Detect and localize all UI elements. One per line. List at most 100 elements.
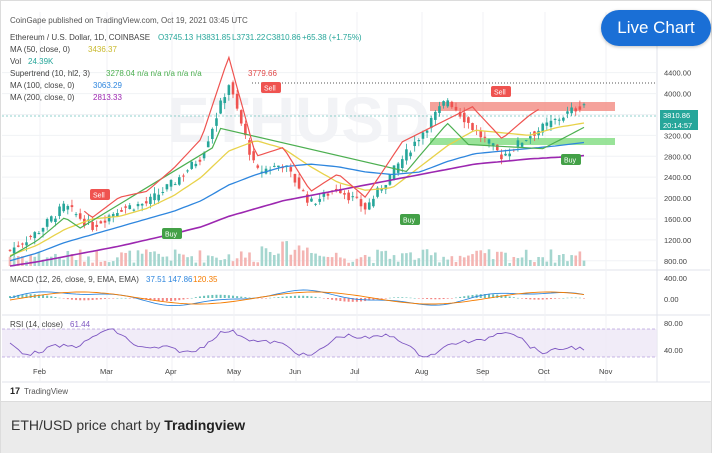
ohlc-open: O3745.13 (158, 33, 194, 42)
volume-bar (66, 250, 70, 266)
candle-body (107, 215, 111, 222)
y-tick-label: 1200.00 (664, 236, 691, 245)
macd-histogram-bar (343, 298, 346, 302)
x-tick-label: Jul (350, 367, 360, 376)
macd-histogram-bar (70, 298, 73, 300)
macd-histogram-bar (549, 298, 552, 300)
candle-body (33, 232, 37, 239)
macd-histogram-bar (479, 294, 482, 298)
ma100-line (9, 141, 585, 262)
candle-body (429, 117, 433, 129)
svg-text:Buy: Buy (165, 232, 178, 239)
image-caption: ETH/USD price chart by Tradingview (11, 417, 246, 433)
volume-bar (351, 261, 355, 266)
candle-body (495, 144, 499, 151)
candle-body (252, 151, 255, 161)
candle-body (574, 108, 578, 112)
volume-bar (49, 256, 53, 266)
svg-text:Buy: Buy (564, 158, 577, 165)
macd-histogram-bar (112, 298, 115, 299)
candle-body (421, 132, 425, 139)
volume-bar (198, 250, 202, 266)
macd-histogram-bar (504, 295, 507, 298)
volume-bar (508, 262, 511, 266)
candle-body (425, 130, 429, 133)
volume-bar (190, 256, 193, 266)
macd-histogram-bar (165, 298, 168, 302)
candle-body (124, 206, 127, 208)
candle-body (557, 119, 561, 121)
macd-histogram-bar (554, 298, 557, 299)
volume-bar (310, 252, 313, 266)
macd-histogram-bar (512, 297, 515, 298)
macd-histogram-bar (25, 294, 28, 298)
candle-body (37, 233, 41, 235)
volume-bar (376, 249, 379, 266)
volume-bar (8, 256, 12, 266)
macd-histogram-bar (178, 298, 181, 301)
volume-bar (186, 257, 189, 266)
macd-histogram-bar (29, 294, 32, 298)
candle-body (149, 196, 152, 204)
y-tick-label: 3200.00 (664, 131, 691, 140)
macd-histogram-bar (223, 294, 226, 298)
candle-body (562, 117, 565, 121)
volume-bar (54, 253, 57, 266)
volume-bar (165, 256, 169, 266)
macd-histogram-bar (277, 297, 280, 298)
svg-text:Buy: Buy (403, 218, 416, 225)
volume-bar (297, 245, 301, 266)
volume-bar (343, 258, 346, 266)
macd-histogram-bar (397, 297, 400, 298)
macd-histogram-bar (289, 296, 292, 298)
candle-body (41, 227, 45, 232)
ind-ma100-value: 3063.29 (93, 81, 122, 90)
volume-bar (173, 249, 177, 266)
candle-body (157, 194, 160, 201)
volume-bar (553, 262, 557, 266)
macd-histogram-bar (405, 297, 408, 298)
volume-bar (405, 253, 408, 266)
candle-body (235, 93, 239, 109)
volume-bar (438, 262, 441, 266)
volume-bar (12, 257, 16, 266)
volume-bar (272, 254, 276, 266)
candle-body (223, 97, 227, 104)
macd-tick-400: 400.00 (664, 274, 687, 283)
candle-body (144, 201, 148, 204)
candle-body (277, 165, 280, 168)
candle-body (161, 191, 165, 193)
macd-histogram-bar (293, 295, 296, 298)
volume-bar (116, 257, 119, 266)
buy-signal-2: Buy (400, 214, 420, 225)
macd-histogram-bar (438, 298, 441, 300)
current-price-tag: 3810.86 20:14:57 (660, 110, 698, 130)
macd-histogram-bar (50, 296, 53, 298)
candle-body (219, 100, 222, 114)
macd-histogram-bar (492, 294, 495, 298)
candle-body (70, 205, 74, 208)
candle-body (508, 153, 511, 157)
volume-bar (239, 251, 243, 266)
rsi-tick-80: 80.00 (664, 319, 683, 328)
macd-histogram-bar (128, 298, 131, 299)
volume-bar (33, 256, 37, 266)
macd-histogram-bar (194, 297, 197, 298)
live-chart-button[interactable]: Live Chart (601, 10, 711, 46)
volume-bar (248, 252, 251, 266)
macd-histogram-bar (562, 297, 565, 299)
candle-body (239, 110, 243, 124)
volume-bar (268, 251, 272, 266)
macd-histogram-bar (401, 297, 404, 298)
macd-histogram-bar (198, 296, 201, 298)
volume-bar (169, 260, 173, 266)
macd-histogram-bar (285, 296, 288, 298)
macd-histogram-bar (347, 298, 350, 302)
volume-bar (491, 259, 495, 266)
candle-body (491, 143, 495, 146)
volume-bar (566, 261, 569, 266)
macd-histogram-bar (83, 298, 86, 301)
volume-bar (475, 250, 478, 266)
volume-bar (524, 249, 528, 266)
candle-body (396, 163, 400, 173)
